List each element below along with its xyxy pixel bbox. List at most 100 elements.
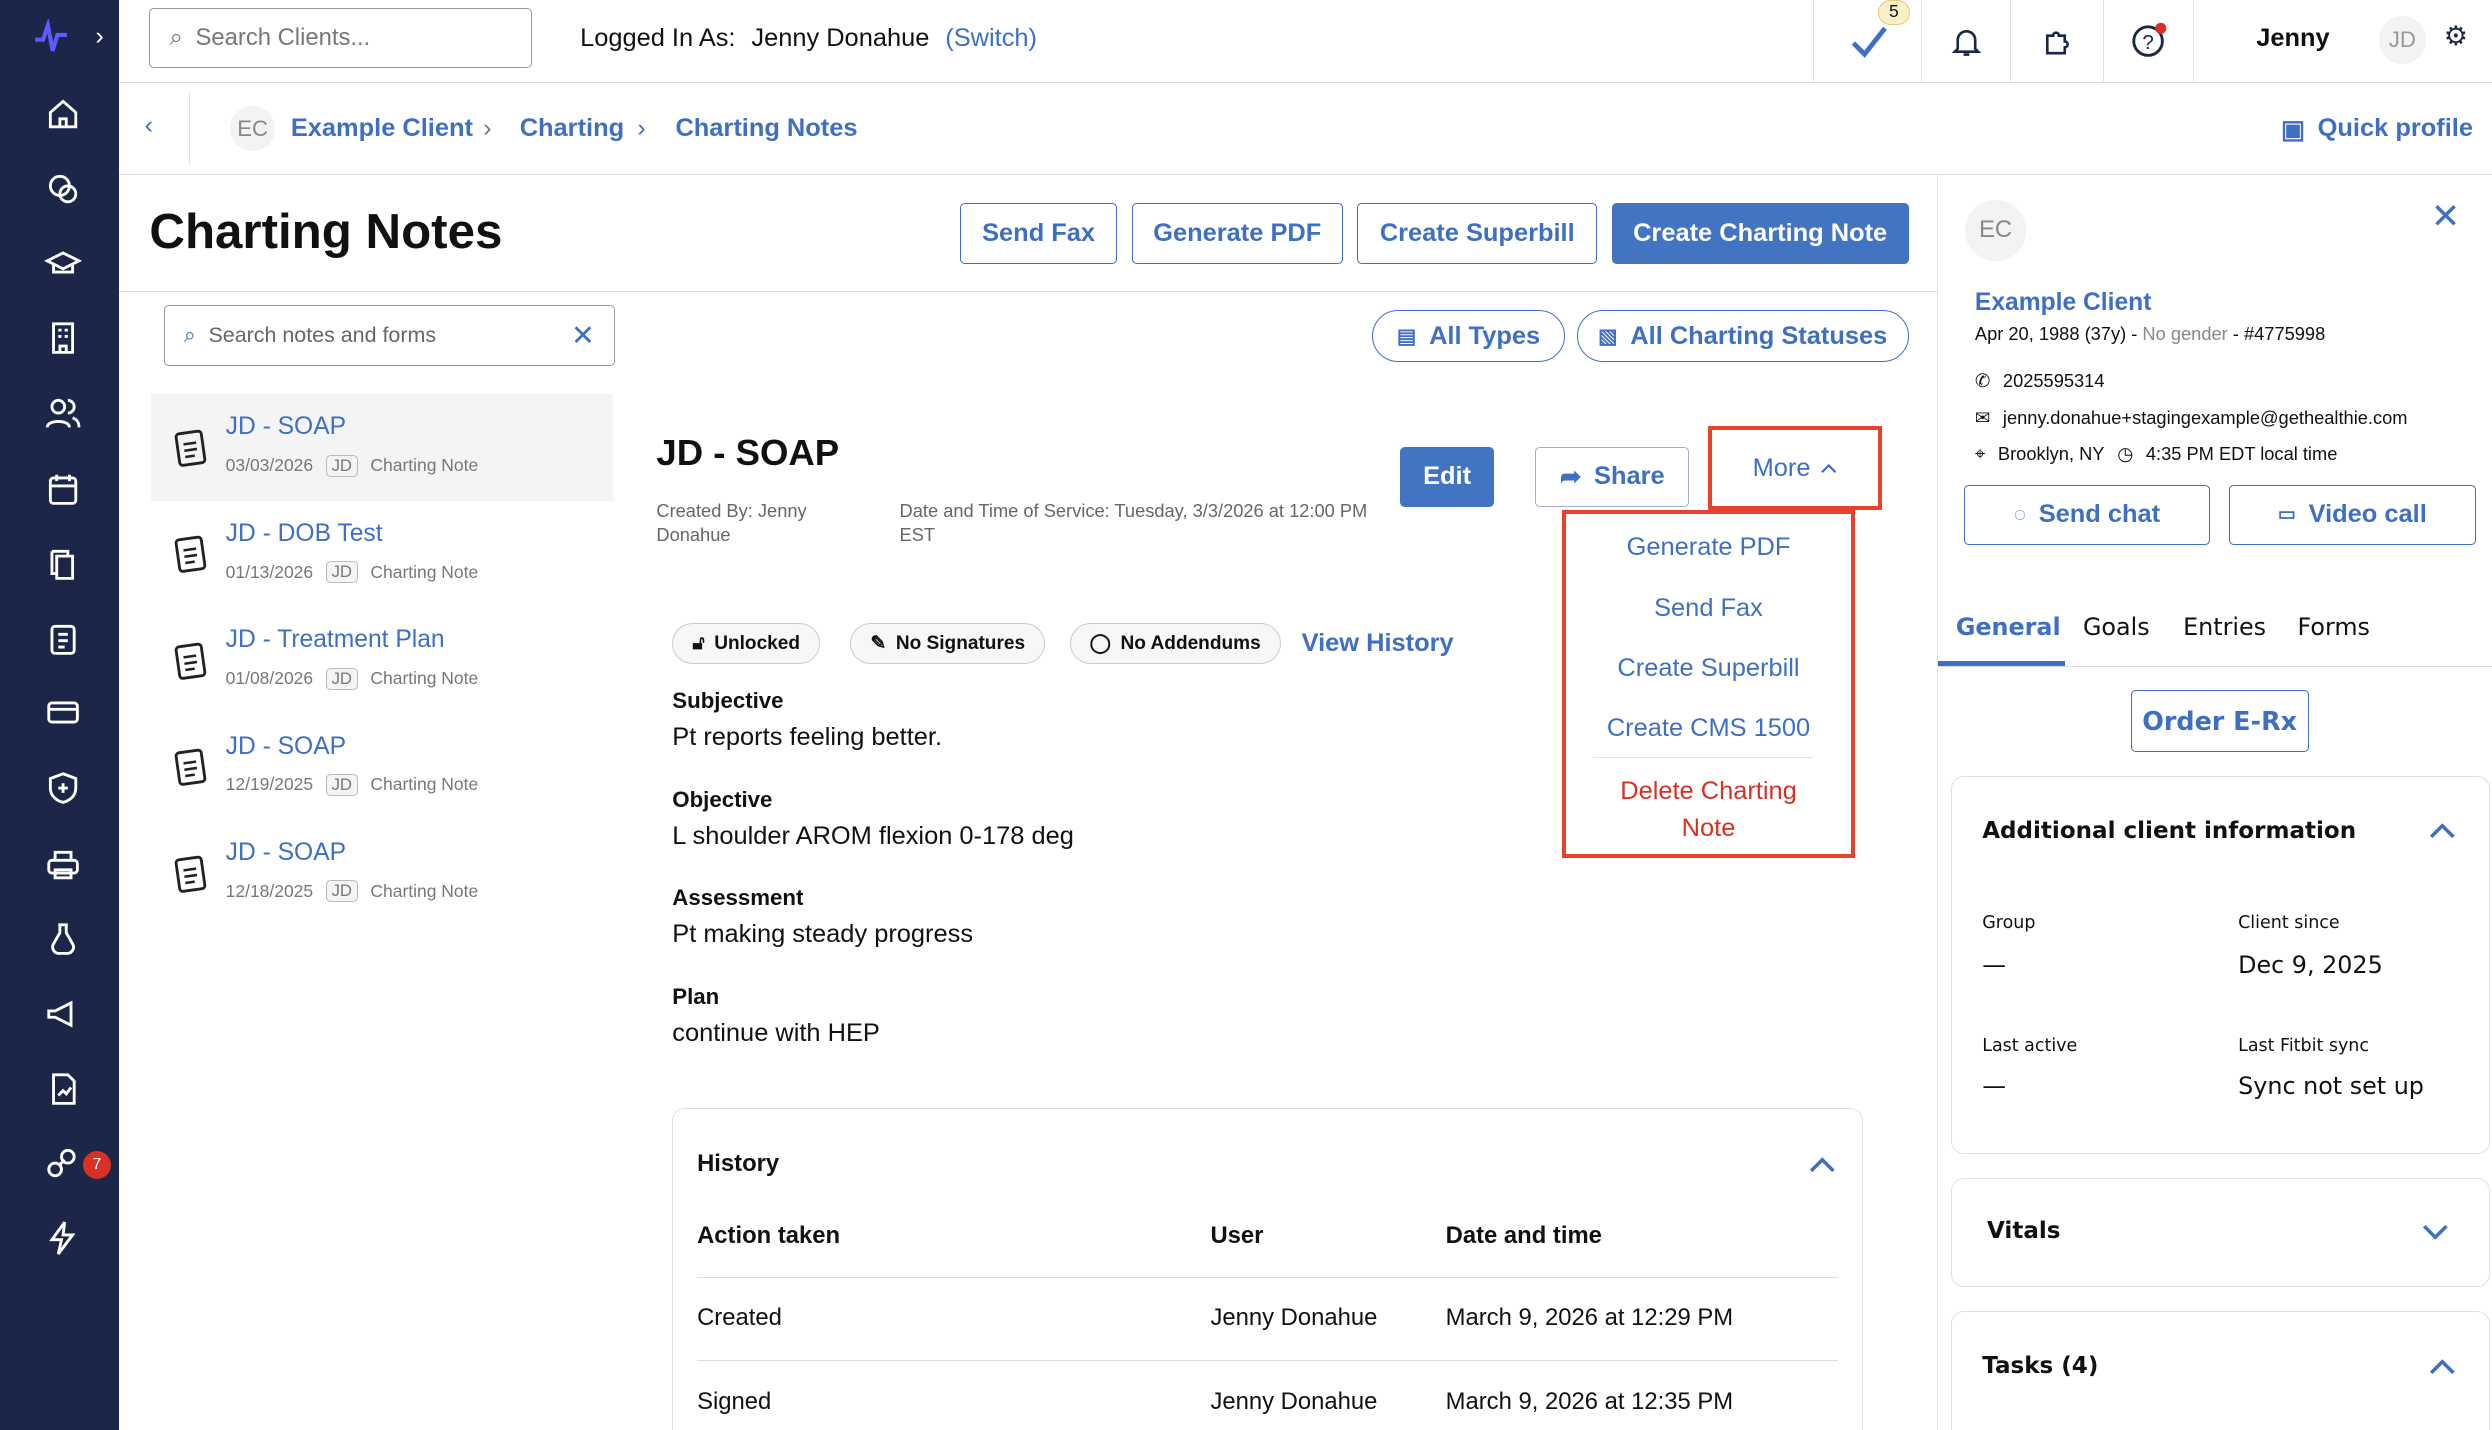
note-list-item[interactable]: JD - SOAP 03/03/2026 JD Charting Note <box>150 394 614 501</box>
phone-icon: ✆ <box>1974 370 1991 392</box>
billing-icon[interactable] <box>41 691 86 736</box>
subjective-value: Pt reports feeling better. <box>672 723 943 752</box>
client-search-input[interactable]: ⌕ Search Clients... <box>149 7 533 69</box>
create-charting-note-button[interactable]: Create Charting Note <box>1611 203 1909 264</box>
cell-user: Jenny Donahue <box>1210 1388 1378 1416</box>
page-title: Charting Notes <box>149 204 503 260</box>
calendar-icon[interactable] <box>41 467 86 512</box>
healthie-logo-icon[interactable] <box>29 16 74 61</box>
switch-user-link[interactable]: (Switch) <box>945 23 1037 52</box>
menu-send-fax[interactable]: Send Fax <box>1654 593 1763 622</box>
note-list-item[interactable]: JD - SOAP 12/18/2025 JD Charting Note <box>151 820 613 926</box>
note-list-item[interactable]: JD - DOB Test 01/13/2026 JD Charting Note <box>151 501 613 607</box>
menu-create-cms-1500[interactable]: Create CMS 1500 <box>1606 714 1811 743</box>
client-email[interactable]: jenny.donahue+stagingexample@gethealthie… <box>2002 406 2408 428</box>
assessment-heading: Assessment <box>672 885 804 911</box>
expand-sidebar-icon[interactable]: › <box>95 22 104 51</box>
integrations-icon[interactable] <box>41 1141 86 1186</box>
megaphone-icon[interactable] <box>41 992 86 1037</box>
unlock-icon: 🔓︎ <box>692 632 705 654</box>
edit-button[interactable]: Edit <box>1400 446 1494 507</box>
tab-entries[interactable]: Entries <box>2183 613 2267 642</box>
shield-icon[interactable] <box>41 766 86 811</box>
notifications-bell-icon[interactable] <box>1921 0 2010 83</box>
note-type: Charting Note <box>370 455 479 476</box>
cell-action: Signed <box>697 1388 772 1416</box>
close-panel-icon[interactable]: ✕ <box>2430 197 2461 237</box>
filter-types-button[interactable]: ▤ All Types <box>1371 309 1566 363</box>
clipboard-icon[interactable] <box>41 617 86 662</box>
help-icon[interactable]: ? <box>2102 0 2194 83</box>
breadcrumb-charting[interactable]: Charting <box>519 114 625 143</box>
view-history-link[interactable]: View History <box>1301 629 1454 658</box>
puzzle-icon[interactable] <box>2010 0 2102 83</box>
share-button[interactable]: ➦ Share <box>1535 446 1690 507</box>
note-title: JD - Treatment Plan <box>225 626 445 654</box>
education-icon[interactable] <box>41 242 86 287</box>
collapse-chevron-up-icon[interactable] <box>2428 821 2457 840</box>
client-id: #4775998 <box>2243 322 2326 344</box>
home-icon[interactable] <box>41 92 86 137</box>
client-location: Brooklyn, NY <box>1997 443 2105 465</box>
settings-gear-icon[interactable]: ⚙ <box>2443 20 2468 51</box>
print-icon[interactable] <box>41 842 86 887</box>
breadcrumb-charting-notes[interactable]: Charting Notes <box>675 114 858 143</box>
signatures-chip: ✎ No Signatures <box>850 623 1046 665</box>
objective-value: L shoulder AROM flexion 0-178 deg <box>672 821 1074 850</box>
note-list-item[interactable]: JD - Treatment Plan 01/08/2026 JD Charting… <box>151 607 613 713</box>
chat-icon[interactable] <box>41 167 86 212</box>
documents-icon[interactable] <box>41 542 86 587</box>
reports-icon[interactable] <box>41 1066 86 1111</box>
search-icon: ⌕ <box>169 24 183 52</box>
additional-info-card: Additional client information Group — Cl… <box>1951 775 2490 1154</box>
user-menu[interactable]: Jenny JD ⚙ <box>2193 0 2492 83</box>
create-superbill-button[interactable]: Create Superbill <box>1357 203 1598 264</box>
clear-search-icon[interactable]: ✕ <box>571 319 595 352</box>
note-date: 12/18/2025 <box>225 880 314 901</box>
collapse-chevron-up-icon[interactable] <box>2428 1357 2457 1376</box>
send-fax-button[interactable]: Send Fax <box>959 203 1118 264</box>
breadcrumb-client[interactable]: Example Client <box>290 114 473 143</box>
menu-create-superbill[interactable]: Create Superbill <box>1617 654 1800 682</box>
clipboard-icon: ▤ <box>1396 324 1417 348</box>
send-chat-button[interactable]: ◌ Send chat <box>1963 484 2211 546</box>
additional-info-title: Additional client information <box>1982 817 2357 844</box>
bolt-icon[interactable] <box>41 1216 86 1261</box>
vitals-card[interactable]: Vitals <box>1951 1177 2490 1288</box>
notes-search-input[interactable]: ⌕ Search notes and forms ✕ <box>163 305 616 366</box>
client-phone[interactable]: 2025595314 <box>2002 370 2105 392</box>
tasks-button[interactable]: 5 <box>1813 0 1921 83</box>
lab-icon[interactable] <box>41 917 86 962</box>
quick-profile-link[interactable]: ▣ Quick profile <box>2281 114 2473 145</box>
send-chat-label: Send chat <box>2038 500 2161 529</box>
back-chevron-icon[interactable]: ‹ <box>144 111 154 140</box>
order-erx-button[interactable]: Order E-Rx <box>2130 689 2309 752</box>
video-call-button[interactable]: ▭ Video call <box>2229 484 2476 546</box>
client-tabs: General Goals Entries Forms <box>1938 588 2492 668</box>
note-title: JD - DOB Test <box>225 519 383 547</box>
tab-general[interactable]: General <box>1955 613 2061 642</box>
collapse-chevron-up-icon[interactable] <box>1808 1155 1837 1174</box>
menu-generate-pdf[interactable]: Generate PDF <box>1626 533 1791 562</box>
unlocked-chip: 🔓︎ Unlocked <box>672 623 821 665</box>
note-title: JD - SOAP <box>225 413 347 441</box>
building-icon[interactable] <box>41 316 86 361</box>
last-active-label: Last active <box>1982 1035 2078 1056</box>
more-button[interactable]: More <box>1708 425 1882 511</box>
fitbit-sync-value: Sync not set up <box>2238 1072 2424 1101</box>
tab-goals[interactable]: Goals <box>2082 613 2150 642</box>
client-avatar: EC <box>1965 200 2026 261</box>
document-status-icon: ▧ <box>1598 324 1618 348</box>
expand-chevron-down-icon[interactable] <box>2421 1223 2450 1242</box>
client-name-link[interactable]: Example Client <box>1974 289 2152 317</box>
created-by: Created By: Jenny Donahue <box>656 500 807 545</box>
menu-delete-charting-note[interactable]: Delete Charting Note <box>1620 777 1797 842</box>
filter-statuses-button[interactable]: ▧ All Charting Statuses <box>1576 309 1909 363</box>
service-time: Date and Time of Service: Tuesday, 3/3/2… <box>899 500 1368 545</box>
tab-forms[interactable]: Forms <box>2297 613 2370 642</box>
filter-types-label: All Types <box>1429 321 1541 350</box>
email-icon: ✉ <box>1974 406 1991 428</box>
note-list-item[interactable]: JD - SOAP 12/19/2025 JD Charting Note <box>151 714 613 820</box>
clients-icon[interactable] <box>41 391 86 436</box>
generate-pdf-button[interactable]: Generate PDF <box>1131 203 1343 264</box>
